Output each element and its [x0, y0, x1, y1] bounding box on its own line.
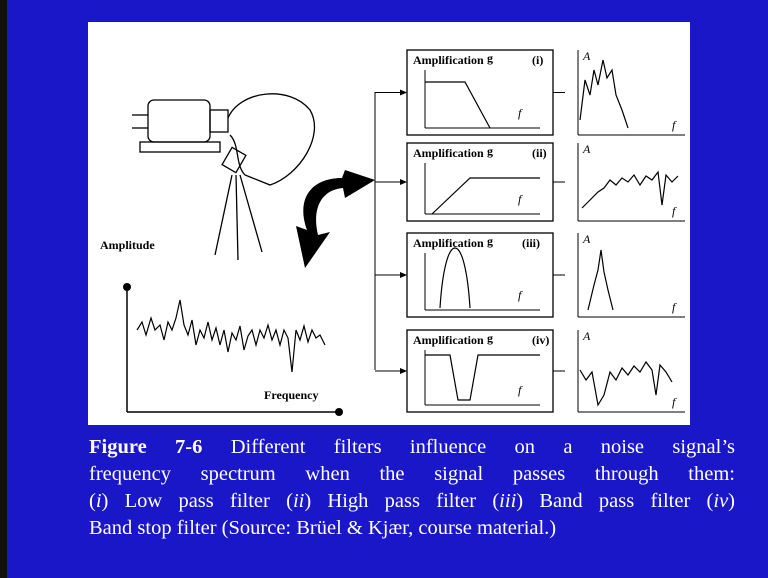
- caption-segment: ) Low pass filter (: [101, 490, 293, 512]
- caption-line: (i) Low pass filter (ii) High pass filte…: [89, 488, 735, 515]
- filter-symbol: g: [487, 144, 493, 158]
- output-x-label: f: [672, 204, 677, 218]
- caption-segment: iii: [499, 490, 517, 512]
- filter-id: (iv): [532, 333, 549, 347]
- output-y-label: A: [582, 329, 591, 343]
- figure-label: Figure 7-6: [89, 436, 203, 458]
- filter-axis-label: f: [518, 383, 523, 397]
- caption-segment: iv: [713, 490, 729, 512]
- filter-id: (iii): [522, 236, 540, 250]
- caption-segment: ) High pass filter (: [304, 490, 500, 512]
- filter-id: (ii): [532, 146, 547, 160]
- output-x-label: f: [672, 118, 677, 132]
- caption-segment: ): [728, 490, 735, 512]
- arrow-head: [400, 179, 407, 185]
- filter-curve: [431, 177, 540, 215]
- filter-axis-label: f: [518, 288, 523, 302]
- filter-box: [406, 142, 554, 222]
- curved-arrow: [296, 170, 375, 268]
- caption-segment: i: [95, 490, 102, 512]
- arrow-head: [400, 368, 407, 374]
- filter-symbol: g: [487, 51, 493, 65]
- filter-label: Amplification: [413, 53, 484, 67]
- filter-box: [406, 49, 554, 136]
- filter-curve: [425, 81, 491, 129]
- filter-curve: [439, 247, 471, 309]
- caption-line: Band stop filter (Source: Brüel & Kjær, …: [89, 517, 557, 539]
- output-y-label: A: [582, 49, 591, 63]
- caption: Figure 7-6 Different filters influence o…: [89, 434, 735, 542]
- filter-axis-label: f: [518, 106, 523, 120]
- caption-segment: (: [89, 490, 96, 512]
- caption-text: Different filters influence on a noise s…: [230, 436, 735, 458]
- filter-symbol: g: [487, 234, 493, 248]
- filter-id: (i): [532, 53, 543, 67]
- filter-curve: [425, 354, 540, 401]
- output-x-label: f: [672, 395, 677, 409]
- filter-label: Amplification: [413, 333, 484, 347]
- filter-box: [406, 329, 554, 413]
- output-x-label: f: [672, 300, 677, 314]
- noise-plot: [123, 283, 343, 416]
- caption-line: Figure 7-6 Different filters influence o…: [89, 434, 735, 461]
- arrow-head: [400, 89, 407, 96]
- filter-axis-label: f: [518, 192, 523, 206]
- amplitude-label: Amplitude: [100, 238, 155, 252]
- frequency-label: Frequency: [264, 388, 318, 402]
- output-waveforms: [579, 59, 679, 407]
- filter-symbol: g: [487, 331, 493, 345]
- caption-segment: ) Band pass filter (: [516, 490, 714, 512]
- arrow-head: [400, 272, 407, 278]
- filter-label: Amplification: [413, 236, 484, 250]
- figure-background: [88, 22, 690, 425]
- filter-label: Amplification: [413, 146, 484, 160]
- output-y-label: A: [582, 232, 591, 246]
- output-y-label: A: [582, 142, 591, 156]
- caption-line: frequency spectrum when the signal passe…: [89, 463, 735, 485]
- machine-drawing: [132, 93, 316, 261]
- caption-segment: ii: [292, 490, 305, 512]
- left-border: [0, 0, 7, 578]
